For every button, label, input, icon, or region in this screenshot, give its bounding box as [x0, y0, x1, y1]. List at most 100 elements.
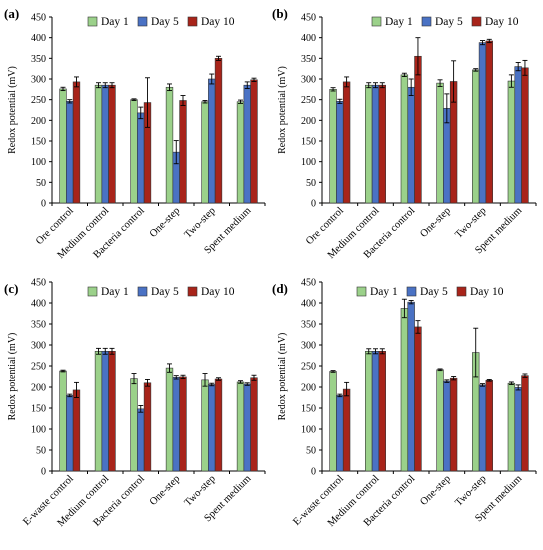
bar-day-10 [250, 79, 258, 204]
bar-day-10 [521, 375, 529, 472]
y-tick-label: 100 [31, 157, 46, 168]
bar-day-5 [208, 384, 216, 472]
bar-day-10 [342, 81, 351, 204]
bar-day-10 [108, 350, 116, 472]
bar-day-1 [436, 369, 444, 472]
y-tick-label: 200 [31, 383, 46, 394]
bar-day-1 [94, 350, 103, 472]
bar-day-5 [443, 380, 451, 472]
bar-day-5 [514, 387, 522, 472]
bar-day-1 [165, 367, 174, 472]
bar-day-10 [342, 388, 351, 472]
bar-day-1 [507, 382, 516, 472]
y-tick-label: 350 [301, 320, 316, 331]
panel-label: (a) [4, 6, 19, 21]
y-tick-label: 250 [31, 362, 46, 373]
bar-day-1 [130, 378, 138, 472]
bar-day-5 [371, 350, 380, 472]
y-tick-label: 0 [311, 467, 316, 478]
y-tick-label: 150 [31, 404, 46, 415]
y-tick-label: 50 [36, 178, 46, 189]
bar-day-5 [243, 84, 251, 204]
y-tick-label: 250 [31, 95, 46, 106]
y-tick-label: 200 [301, 383, 316, 394]
legend-swatch-day-5 [406, 286, 417, 297]
bar-day-10 [378, 84, 386, 204]
y-axis-label: Redox potential (mV) [7, 66, 18, 154]
y-tick-label: 400 [301, 299, 316, 310]
bar-day-10 [143, 382, 152, 472]
bar-day-5 [336, 395, 344, 472]
x-tick-label: One-step [418, 473, 453, 508]
legend-swatch-day-1 [356, 286, 367, 297]
bar-day-1 [365, 350, 373, 472]
y-tick-label: 350 [301, 54, 316, 65]
legend-swatch-day-1 [87, 16, 98, 27]
bar-day-1 [201, 379, 209, 472]
y-tick-label: 150 [301, 137, 316, 148]
chart-panel-3: (c) Redox potential (mV) 0 50 100 150 200 250 30… [4, 278, 266, 529]
x-tick-label: One-step [148, 473, 183, 508]
bar-day-5 [172, 377, 180, 472]
y-tick-label: 0 [41, 467, 46, 478]
y-tick-label: 300 [301, 341, 316, 352]
bar-day-5 [514, 66, 522, 204]
y-tick-label: 50 [36, 446, 46, 457]
y-tick-label: 100 [301, 425, 316, 436]
legend-label-day-10: Day 10 [201, 286, 235, 298]
y-axis-label: Redox potential (mV) [277, 66, 288, 154]
bar-day-5 [407, 301, 415, 472]
x-tick-label: Two-step [183, 473, 218, 508]
bar-day-1 [59, 88, 67, 204]
y-tick-label: 200 [301, 116, 316, 127]
legend-label-day-5: Day 5 [435, 16, 463, 28]
y-tick-label: 250 [301, 362, 316, 373]
legend-swatch-day-10 [187, 16, 198, 27]
y-tick-label: 150 [301, 404, 316, 415]
bar-day-1 [201, 101, 209, 204]
bar-day-5 [137, 408, 145, 472]
legend-label-day-10: Day 10 [485, 16, 519, 28]
chart-panel-2: (b) Redox potential (mV) 0 50 100 150 200 250 30… [272, 6, 537, 261]
x-tick-label: Two-step [453, 473, 488, 508]
x-tick-label: One-step [418, 205, 453, 240]
bar-day-1 [94, 84, 103, 204]
x-tick-label: One-step [148, 205, 183, 240]
legend-label-day-1: Day 1 [370, 286, 398, 298]
legend-label-day-10: Day 10 [470, 286, 504, 298]
y-axis-label: Redox potential (mV) [277, 333, 288, 421]
legend-label-day-5: Day 5 [420, 286, 448, 298]
bar-day-10 [414, 326, 422, 472]
y-tick-label: 400 [31, 33, 46, 44]
bar-day-10 [179, 376, 187, 472]
legend-swatch-day-1 [371, 16, 382, 27]
bar-day-5 [478, 42, 487, 204]
panel-label: (c) [4, 281, 18, 296]
y-tick-label: 200 [31, 116, 46, 127]
y-tick-label: 150 [31, 137, 46, 148]
bar-day-5 [66, 101, 74, 204]
legend-swatch-day-1 [87, 286, 98, 297]
bar-day-5 [101, 84, 109, 204]
chart-panel-1: (a) Redox potential (mV) 0 50 100 150 200 250 30… [4, 6, 266, 261]
bar-day-10 [250, 377, 258, 472]
bar-day-5 [101, 350, 109, 472]
legend-label-day-5: Day 5 [151, 16, 179, 28]
bar-day-5 [243, 383, 251, 472]
chart-panel-4: (d) Redox potential (mV) 0 50 100 150 200 250 30… [272, 278, 537, 529]
bar-day-1 [236, 381, 245, 472]
bar-day-1 [236, 101, 245, 204]
bar-day-10 [214, 378, 223, 472]
y-tick-label: 50 [306, 446, 316, 457]
legend-label-day-10: Day 10 [201, 16, 235, 28]
y-tick-label: 450 [31, 13, 46, 24]
bar-day-1 [400, 308, 409, 472]
legend-label-day-1: Day 1 [101, 286, 129, 298]
bar-day-10 [72, 81, 81, 204]
y-tick-label: 450 [301, 278, 316, 289]
bar-day-10 [485, 40, 493, 204]
legend-swatch-day-5 [137, 16, 148, 27]
bar-day-1 [507, 80, 516, 204]
bar-day-5 [407, 86, 415, 204]
